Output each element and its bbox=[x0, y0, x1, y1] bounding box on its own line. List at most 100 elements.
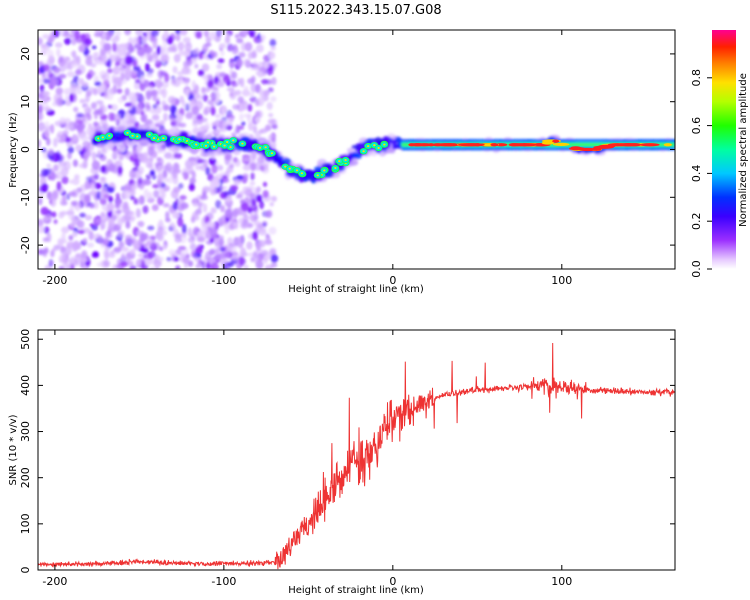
spectrogram-noise-blob bbox=[235, 58, 243, 68]
spectrogram-noise-blob bbox=[49, 260, 55, 265]
spectrogram-noise-blob bbox=[47, 69, 53, 79]
colorbar-tick-label: 0.6 bbox=[690, 117, 703, 135]
spectrogram-noise-blob bbox=[86, 107, 92, 114]
spectrogram-noise-blob bbox=[141, 156, 150, 164]
spectrogram-noise-blob bbox=[91, 252, 100, 258]
spectrogram-noise-blob bbox=[184, 77, 190, 87]
spectrogram-noise-blob bbox=[180, 30, 188, 36]
spectrogram-noise-blob bbox=[92, 52, 98, 63]
spectrogram-noise-blob bbox=[171, 79, 177, 85]
spectrogram-noise-blob bbox=[266, 67, 274, 76]
spectrogram-noise-blob bbox=[241, 121, 246, 126]
snr-y-tick-label: 200 bbox=[19, 467, 32, 488]
spectrogram-noise-blob bbox=[138, 95, 145, 105]
spectrogram-noise-blob bbox=[232, 255, 239, 261]
spectrogram-noise-blob bbox=[264, 236, 269, 244]
spectrogram-hotspot bbox=[568, 147, 586, 151]
spectrogram-noise-blob bbox=[236, 175, 244, 180]
spectrogram-noise-blob bbox=[185, 59, 193, 66]
spectrogram-noise-blob bbox=[210, 53, 216, 58]
spectrogram-noise-blob bbox=[133, 198, 138, 205]
spectrogram-noise-blob bbox=[147, 191, 153, 200]
spectrogram-noise-blob bbox=[67, 122, 74, 130]
spectrogram-noise-blob bbox=[120, 71, 125, 81]
spectrogram-noise-blob bbox=[250, 172, 255, 181]
spectrogram-x-ticks: -200 -100 0 100 bbox=[42, 30, 572, 287]
snr-x-tick-label: 100 bbox=[551, 575, 572, 588]
spectrogram-noise-blob bbox=[190, 216, 196, 223]
spectrogram-noise-blob bbox=[167, 45, 174, 53]
spectrogram-hotspot bbox=[431, 143, 444, 147]
spectrogram-ridge-core bbox=[245, 140, 255, 146]
spectrogram-noise-blob bbox=[143, 188, 149, 199]
spectrogram-yellow-core bbox=[366, 145, 370, 148]
spectrogram-noise-blob bbox=[117, 165, 123, 175]
spectrogram-noise-blob bbox=[181, 100, 186, 108]
spectrogram-noise-blob bbox=[241, 202, 249, 212]
spectrogram-noise-blob bbox=[195, 263, 202, 269]
spectrogram-yellow-core bbox=[295, 169, 299, 172]
spectrogram-y-tick-label: 20 bbox=[19, 47, 32, 61]
spectrogram-noise-blob bbox=[53, 219, 58, 225]
spectrogram-yellow-core bbox=[288, 167, 291, 170]
spectrogram-noise-blob bbox=[175, 30, 181, 35]
spectrogram-noise-blob bbox=[115, 199, 123, 205]
spectrogram-noise-blob bbox=[55, 150, 61, 159]
spectrogram-noise-blob bbox=[175, 265, 181, 269]
spectrogram-noise-blob bbox=[120, 252, 126, 262]
spectrogram-ridge-core bbox=[220, 147, 228, 153]
spectrogram-noise-blob bbox=[69, 255, 75, 266]
spectrogram-noise-blob bbox=[89, 203, 95, 209]
spectrogram-noise-blob bbox=[232, 104, 240, 110]
spectrogram-noise-blob bbox=[115, 193, 121, 198]
spectrogram-noise-blob bbox=[269, 38, 277, 48]
spectrogram-noise-blob bbox=[42, 33, 50, 39]
spectrogram-noise-blob bbox=[162, 177, 170, 183]
spectrogram-noise-blob bbox=[237, 96, 244, 103]
spectrogram-noise-blob bbox=[61, 176, 69, 185]
spectrogram-noise-blob bbox=[236, 37, 244, 44]
spectrogram-noise-blob bbox=[182, 36, 191, 44]
spectrogram-noise-blob bbox=[91, 45, 97, 50]
spectrogram-noise-blob bbox=[84, 194, 91, 202]
spectrogram-noise-blob bbox=[105, 32, 114, 38]
spectrogram-noise-blob bbox=[52, 153, 57, 159]
spectrogram-noise-blob bbox=[130, 265, 135, 269]
spectrogram-noise-blob bbox=[201, 63, 210, 72]
spectrogram-noise-blob bbox=[124, 68, 132, 77]
spectrogram-noise-blob bbox=[136, 258, 142, 267]
spectrogram-noise-blob bbox=[246, 222, 254, 228]
spectrogram-noise-blob bbox=[192, 115, 198, 124]
spectrogram-ridge-halo bbox=[155, 144, 166, 151]
spectrogram-noise-blob bbox=[84, 180, 90, 190]
spectrogram-noise-blob bbox=[137, 220, 145, 228]
spectrogram-noise-blob bbox=[117, 96, 125, 104]
spectrogram-noise-blob bbox=[80, 250, 88, 260]
spectrogram-noise-blob bbox=[151, 30, 159, 37]
spectrogram-noise-blob bbox=[220, 204, 226, 213]
spectrogram-noise-blob bbox=[38, 104, 44, 112]
spectrogram-noise-blob bbox=[177, 182, 184, 189]
spectrogram-noise-blob bbox=[270, 96, 277, 102]
spectrogram-noise-blob bbox=[73, 106, 79, 113]
spectrogram-noise-blob bbox=[89, 189, 98, 196]
spectrogram-noise-blob bbox=[214, 180, 220, 187]
spectrogram-noise-blob bbox=[103, 42, 112, 52]
spectrogram-noise-blob bbox=[112, 84, 118, 95]
spectrogram-noise-blob bbox=[252, 231, 258, 241]
spectrogram-ridge-core bbox=[217, 137, 225, 143]
spectrogram-noise-blob bbox=[153, 189, 160, 198]
spectrogram-noise-blob bbox=[210, 31, 216, 41]
spectrogram-noise-blob bbox=[224, 208, 233, 219]
spectrogram-noise-blob bbox=[86, 242, 95, 248]
spectrogram-noise-blob bbox=[142, 205, 149, 214]
spectrogram-yellow-core bbox=[232, 139, 235, 142]
spectrogram-ridge-halo bbox=[97, 125, 109, 133]
spectrogram-noise-blob bbox=[211, 121, 220, 128]
spectrogram-noise bbox=[38, 30, 279, 269]
snr-panel: -200 -100 0 100 0 100 200 300 400 500 Height of … bbox=[8, 329, 676, 596]
snr-y-axis-label: SNR (10 * v/v) bbox=[8, 414, 19, 485]
spectrogram-noise-blob bbox=[243, 264, 249, 269]
snr-y-tick-label: 300 bbox=[19, 421, 32, 442]
spectrogram-noise-blob bbox=[106, 68, 113, 74]
